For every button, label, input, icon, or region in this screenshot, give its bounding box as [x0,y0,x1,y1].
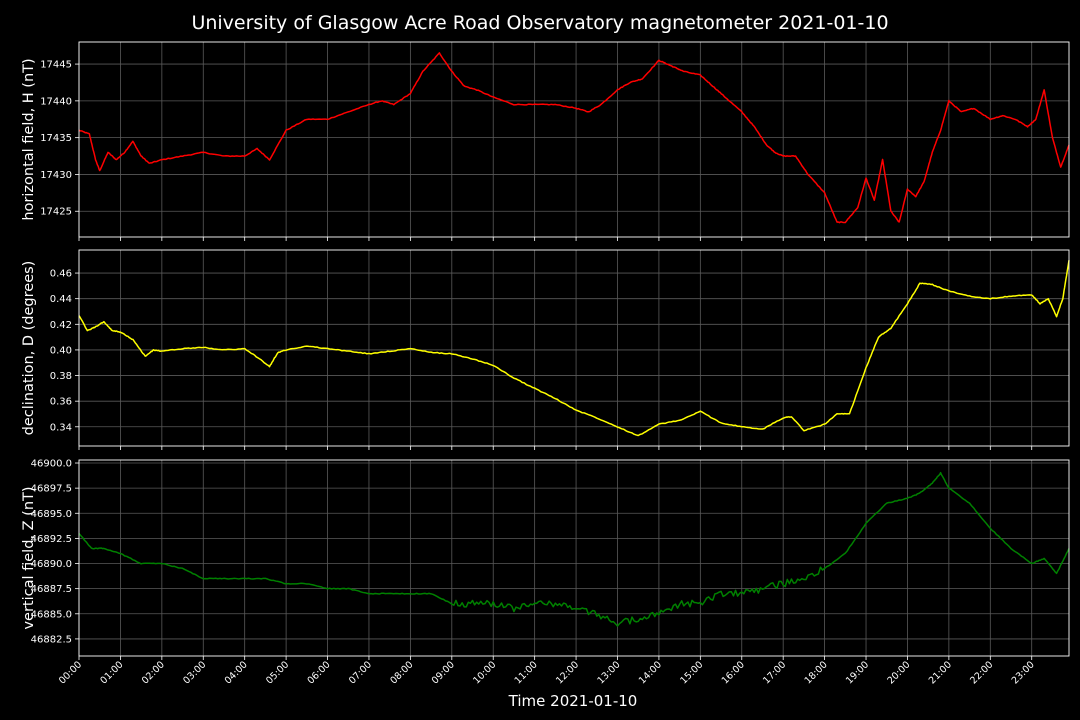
z-field-y-axis-label: vertical field, Z (nT) [21,486,37,629]
h-field-y-tick-label: 17440 [40,96,72,107]
z-field-y-tick-label: 46882.5 [31,634,72,645]
declination-series-line [78,260,1070,437]
z-field-y-tick-label: 46887.5 [31,584,72,595]
declination-y-tick-label: 0.40 [50,345,72,356]
declination-y-tick-label: 0.34 [50,422,72,433]
declination-y-tick-label: 0.44 [50,294,72,305]
declination-y-tick-label: 0.36 [50,397,72,408]
declination-y-tick-label: 0.46 [50,269,72,280]
z-field-y-tick-label: 46895.0 [31,509,72,520]
h-field-y-axis-label: horizontal field, H (nT) [21,58,37,220]
z-field-y-tick-label: 46900.0 [31,459,72,470]
declination-y-tick-label: 0.38 [50,371,72,382]
h-field-series-line [78,52,1070,224]
z-field-y-tick-label: 46892.5 [31,534,72,545]
figure-title: University of Glasgow Acre Road Observat… [191,12,888,34]
z-field-y-tick-label: 46890.0 [31,559,72,570]
h-field-y-tick-label: 17445 [40,60,72,71]
h-field-y-tick-label: 17435 [40,133,72,144]
declination-panel: 0.34 0.36 0.38 0.40 0.42 0.44 0.46 declination,… [21,249,1070,450]
z-field-y-tick-label: 46885.0 [31,609,72,620]
h-field-axes-frame [78,41,1070,238]
z-field-axes-frame [78,459,1070,657]
declination-y-tick-label: 0.42 [50,320,72,331]
z-field-series-line [78,471,1070,627]
declination-y-axis-label: declination, D (degrees) [21,261,37,436]
h-field-y-tick-label: 17425 [40,207,72,218]
x-axis-label: Time 2021-01-10 [508,692,638,710]
z-field-y-tick-label: 46897.5 [31,484,72,495]
declination-axes-frame [78,249,1070,447]
h-field-y-tick-label: 17430 [40,170,72,181]
